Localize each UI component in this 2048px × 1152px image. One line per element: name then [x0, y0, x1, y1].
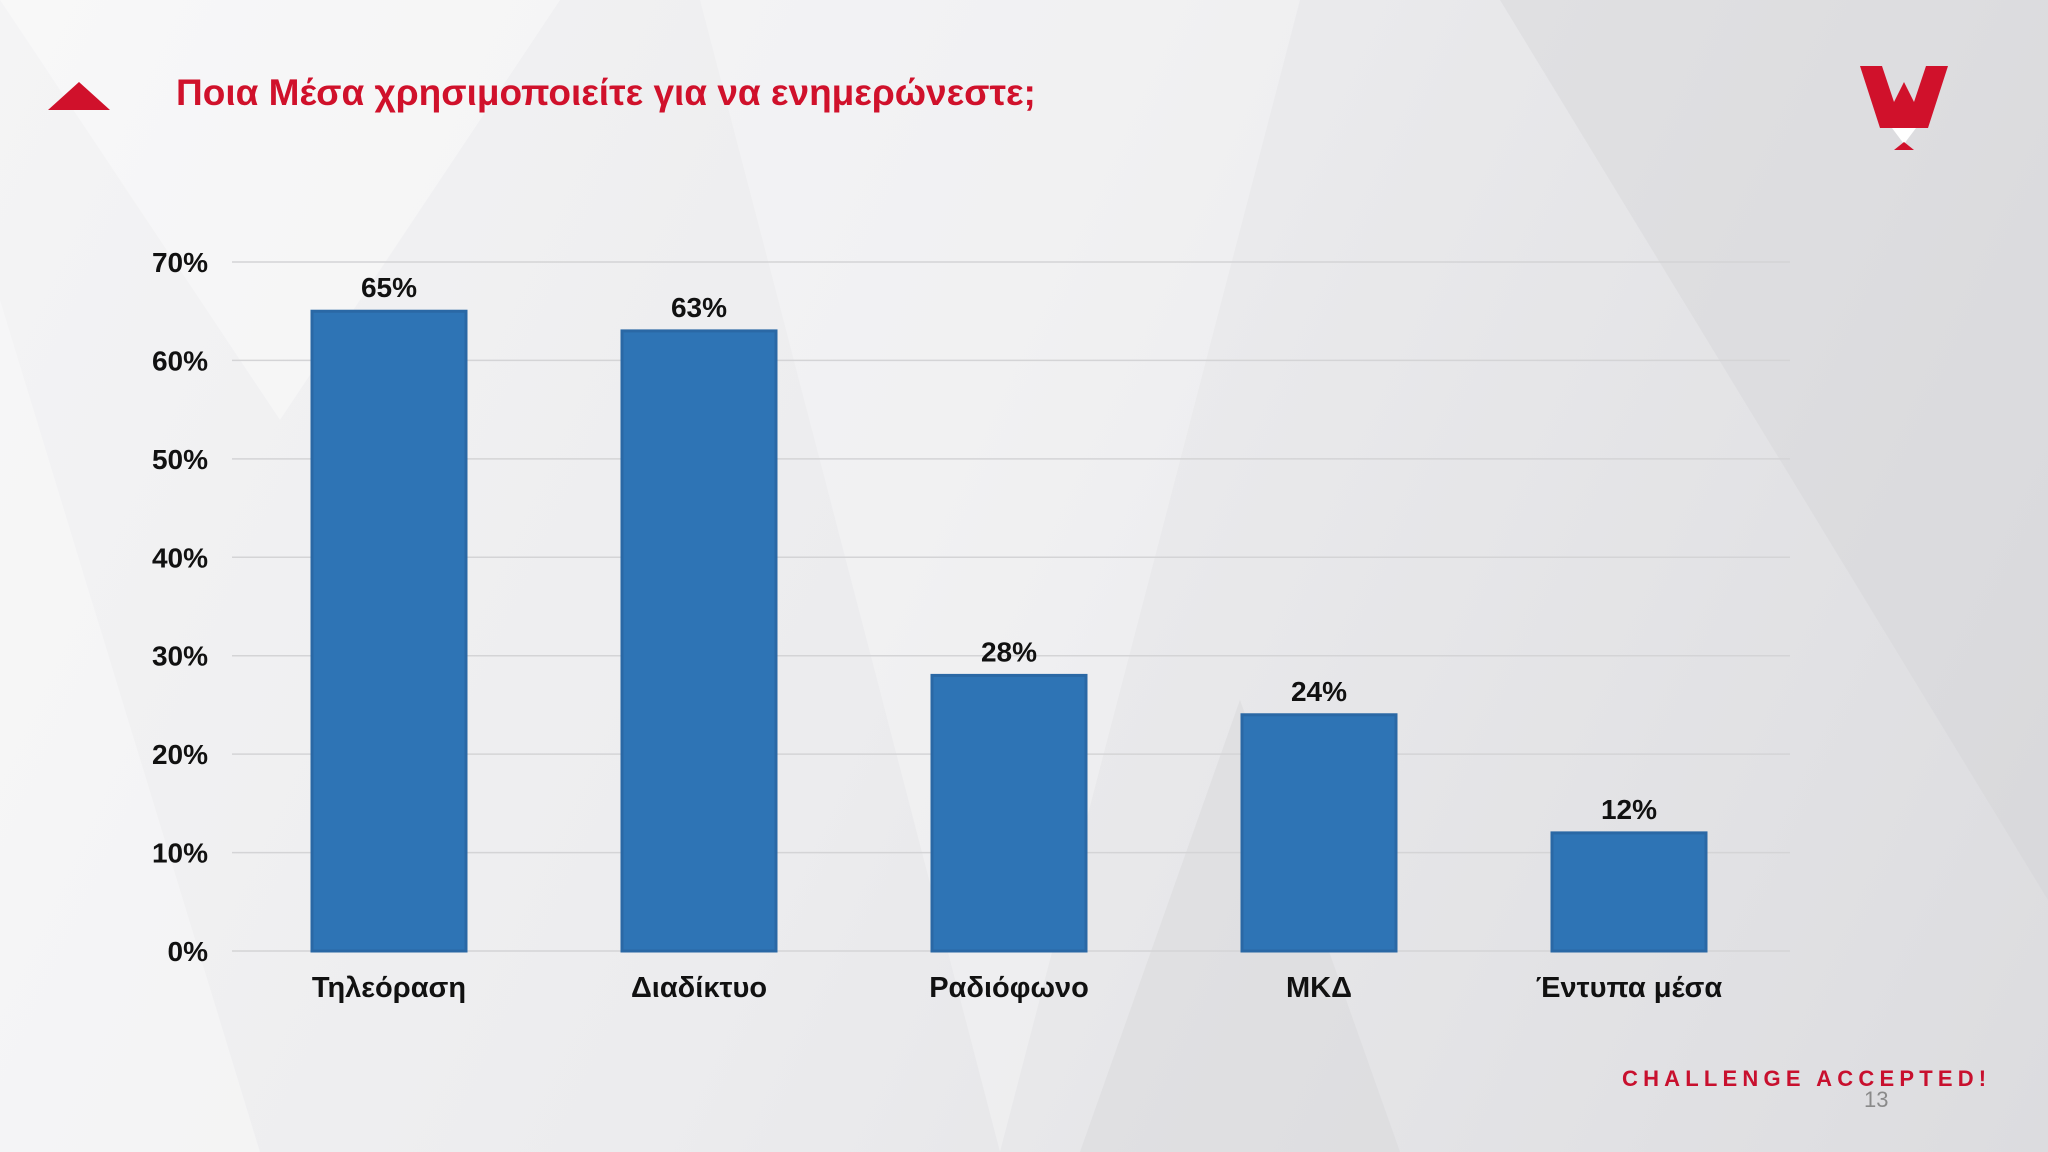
x-tick-label: Διαδίκτυο: [631, 972, 767, 1004]
footer-tagline: CHALLENGE ACCEPTED!: [1622, 1066, 1992, 1091]
y-tick-label: 60%: [152, 345, 208, 376]
x-tick-label: ΜΚΔ: [1286, 972, 1352, 1004]
page-number: 13: [1864, 1087, 1889, 1112]
slide-title: Ποια Μέσα χρησιμοποιείτε για να ενημερών…: [176, 72, 1036, 113]
data-label: 12%: [1601, 794, 1657, 825]
data-label: 63%: [671, 292, 727, 323]
x-tick-label: Έντυπα μέσα: [1536, 972, 1723, 1004]
y-tick-label: 50%: [152, 444, 208, 475]
data-label: 24%: [1291, 676, 1347, 707]
bar-2: [620, 329, 778, 953]
y-tick-label: 20%: [152, 739, 208, 770]
company-logo: [1860, 66, 1948, 150]
y-tick-label: 70%: [152, 247, 208, 278]
bar-1: [310, 309, 468, 953]
title-triangle-icon: [48, 82, 110, 110]
y-tick-label: 40%: [152, 542, 208, 573]
x-tick-label: Τηλεόραση: [312, 972, 466, 1004]
y-tick-label: 0%: [168, 936, 209, 967]
y-tick-label: 10%: [152, 838, 208, 869]
bar-3: [930, 673, 1088, 953]
x-tick-label: Ραδιόφωνο: [929, 972, 1089, 1004]
y-tick-label: 30%: [152, 641, 208, 672]
bar-5: [1550, 831, 1708, 953]
data-label: 28%: [981, 636, 1037, 667]
bar-4: [1240, 713, 1398, 953]
data-label: 65%: [361, 272, 417, 303]
